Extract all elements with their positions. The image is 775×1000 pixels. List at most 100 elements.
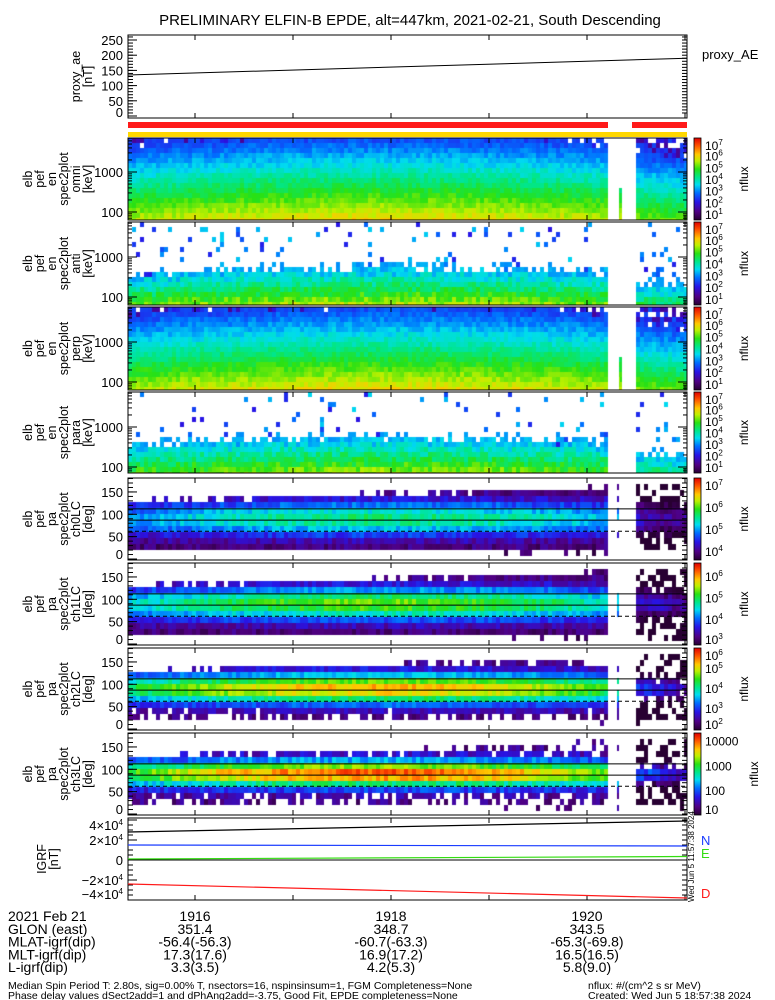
igrf-line-e bbox=[127, 855, 688, 860]
y-axis-label: pa bbox=[45, 512, 59, 526]
y-axis-label: spec2plot bbox=[57, 577, 71, 631]
igrf-legend-d: D bbox=[701, 886, 710, 901]
colorbar-tick-label: 105 bbox=[705, 661, 723, 676]
y-axis-label: [deg] bbox=[81, 760, 95, 788]
colorbar-tick-label: 104 bbox=[705, 257, 723, 272]
colorbar bbox=[693, 221, 702, 306]
igrf-legend-n: N bbox=[701, 833, 710, 848]
colorbar-label: nflux bbox=[737, 420, 751, 445]
y-tick-label: 100 bbox=[101, 205, 123, 220]
colorbar-tick-label: 104 bbox=[705, 426, 723, 441]
spectrogram-pa-ch3 bbox=[128, 733, 687, 815]
ephemeris-value: 16.5(16.5) bbox=[555, 946, 619, 962]
y-tick-label: 200 bbox=[101, 48, 123, 63]
y-tick-label: 50 bbox=[109, 615, 123, 630]
y-axis-label: spec2plot bbox=[57, 405, 71, 459]
y-tick-label: 1000 bbox=[94, 165, 123, 180]
y-axis-label: [keV] bbox=[81, 418, 95, 447]
panel-frame bbox=[127, 391, 688, 474]
ephemeris-value: 351.4 bbox=[177, 921, 212, 937]
colorbar-tick-label: 105 bbox=[705, 591, 723, 606]
ephemeris-value: 16.9(17.2) bbox=[359, 946, 423, 962]
y-axis-label: spec2plot bbox=[57, 236, 71, 290]
y-axis-label: pa bbox=[45, 597, 59, 611]
y-tick-label: 150 bbox=[101, 740, 123, 755]
colorbar-tick-label: 102 bbox=[705, 365, 723, 380]
panel-frame bbox=[127, 221, 688, 306]
x-tick-label: 1918 bbox=[375, 908, 406, 924]
y-axis-label: en bbox=[45, 172, 59, 186]
colorbar-tick-label: 103 bbox=[705, 268, 723, 283]
y-axis-label: proxy_ae bbox=[69, 51, 83, 102]
y-axis-label: pef bbox=[33, 595, 47, 613]
colorbar-tick-label: 106 bbox=[705, 318, 723, 333]
y-tick-label: 100 bbox=[101, 79, 123, 94]
colorbar-tick-label: 106 bbox=[705, 233, 723, 248]
colorbar-tick-label: 107 bbox=[705, 478, 723, 493]
y-tick-label: −4×104 bbox=[82, 887, 124, 902]
y-axis-label: pef bbox=[33, 510, 47, 528]
colorbar-en-omni: nflux bbox=[693, 137, 751, 221]
ephemeris-value: 3.3(3.5) bbox=[171, 959, 219, 975]
y-axis-label: pef bbox=[33, 680, 47, 698]
status-bar-yellow bbox=[128, 132, 687, 137]
spectrogram-en-perp bbox=[128, 307, 687, 390]
y-tick-label: 100 bbox=[101, 762, 123, 777]
colorbar bbox=[693, 732, 702, 816]
panel-igrf: IGRF[nT] bbox=[35, 817, 688, 901]
colorbar bbox=[693, 137, 702, 221]
y-tick-label: 100 bbox=[101, 507, 123, 522]
y-tick-label: 4×104 bbox=[89, 818, 123, 833]
colorbar-tick-label: 105 bbox=[705, 245, 723, 260]
y-axis-label: pef bbox=[33, 254, 47, 272]
y-axis-label: spec2plot bbox=[57, 747, 71, 801]
colorbar-pa-ch0: nflux bbox=[693, 477, 751, 561]
y-axis-label: elb bbox=[21, 766, 35, 783]
colorbar bbox=[693, 477, 702, 561]
colorbar-tick-label: 101 bbox=[705, 207, 723, 222]
colorbar-tick-label: 104 bbox=[705, 612, 723, 627]
proxy-ae-line bbox=[127, 57, 688, 76]
colorbar-tick-label: 101 bbox=[705, 377, 723, 392]
y-axis-label: omni bbox=[69, 165, 83, 192]
y-tick-label: 50 bbox=[109, 785, 123, 800]
y-axis-label: pef bbox=[33, 423, 47, 441]
ephemeris-value: 5.8(9.0) bbox=[563, 959, 611, 975]
colorbar-tick-label: 106 bbox=[705, 648, 723, 663]
colorbar-tick-label: 104 bbox=[705, 681, 723, 696]
panel-frame bbox=[127, 137, 688, 221]
y-axis-label: en bbox=[45, 342, 59, 356]
colorbar-tick-label: 102 bbox=[705, 449, 723, 464]
colorbar-tick-label: 107 bbox=[705, 307, 723, 322]
colorbar-tick-label: 1000 bbox=[705, 759, 732, 773]
x-tick-label: 1916 bbox=[179, 908, 210, 924]
colorbar-tick-label: 101 bbox=[705, 460, 723, 475]
colorbar-tick-label: 105 bbox=[705, 330, 723, 345]
y-tick-label: 100 bbox=[101, 592, 123, 607]
colorbar-tick-label: 103 bbox=[705, 353, 723, 368]
y-axis-label: [keV] bbox=[81, 249, 95, 278]
spectrogram-pa-ch1 bbox=[128, 563, 687, 645]
colorbar-tick-label: 105 bbox=[705, 522, 723, 537]
y-tick-label: 250 bbox=[101, 33, 123, 48]
y-axis-label: pa bbox=[45, 682, 59, 696]
y-axis-label: elb bbox=[21, 681, 35, 698]
colorbar-tick-label: 107 bbox=[705, 392, 723, 407]
y-axis-label: spec2plot bbox=[57, 492, 71, 546]
y-axis-label: elb bbox=[21, 171, 35, 188]
colorbar bbox=[693, 562, 702, 646]
y-tick-label: 0 bbox=[116, 105, 123, 120]
ephemeris-label: MLAT-igrf(dip) bbox=[8, 934, 96, 950]
y-axis-label: ch3LC bbox=[69, 756, 83, 792]
y-tick-label: 2×104 bbox=[89, 833, 123, 848]
y-axis-label: spec2plot bbox=[57, 321, 71, 375]
colorbar-tick-label: 105 bbox=[705, 414, 723, 429]
y-axis-label: [keV] bbox=[81, 334, 95, 363]
y-tick-label: 0 bbox=[116, 632, 123, 647]
status-bar-red bbox=[128, 122, 608, 128]
colorbar-tick-label: 102 bbox=[705, 195, 723, 210]
colorbar-tick-label: 101 bbox=[705, 292, 723, 307]
y-axis-label: spec2plot bbox=[57, 662, 71, 716]
